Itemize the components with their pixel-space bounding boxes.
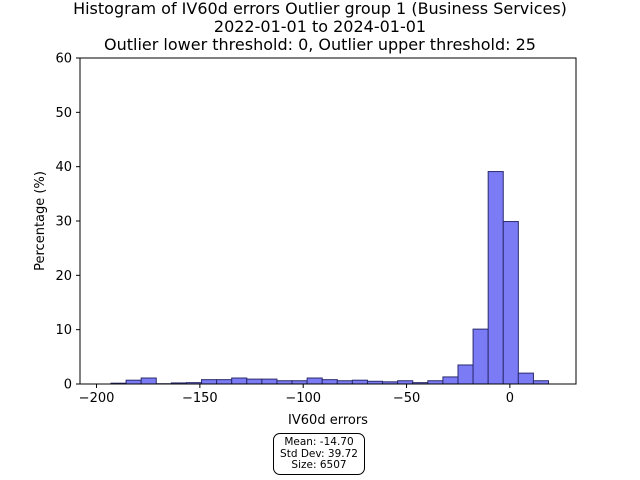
stats-mean: Mean: -14.70	[284, 436, 354, 448]
chart-title-line-1: Histogram of IV60d errors Outlier group …	[73, 0, 567, 18]
x-tick-label: −100	[285, 391, 321, 406]
chart-title-line-2: 2022-01-01 to 2024-01-01	[213, 17, 427, 36]
histogram-bar-1	[125, 379, 142, 385]
y-tick-label: 60	[55, 52, 72, 67]
stats-std-dev: Std Dev: 39.72	[280, 447, 358, 460]
y-tick-label: 40	[55, 160, 72, 175]
histogram-bar-27	[517, 372, 534, 385]
histogram-bars	[110, 171, 550, 385]
y-axis-label: Percentage (%)	[33, 171, 48, 271]
histogram-bar-24	[472, 328, 489, 385]
histogram-bar-23	[457, 364, 474, 385]
histogram-bar-26	[502, 221, 519, 385]
x-tick-label: −150	[182, 391, 218, 406]
histogram-bar-7	[216, 379, 233, 385]
stats-box: Mean: -14.70 Std Dev: 39.72 Size: 6507	[273, 433, 365, 475]
y-axis-ticks: 0 10 20 30 40 50 60	[55, 52, 80, 393]
y-tick-label: 10	[55, 323, 72, 338]
x-tick-label: −200	[79, 391, 115, 406]
histogram-bar-9	[246, 378, 263, 385]
y-tick-label: 30	[55, 215, 72, 230]
y-tick-label: 0	[64, 378, 72, 393]
histogram-bar-13	[306, 377, 323, 385]
chart-title-line-3: Outlier lower threshold: 0, Outlier uppe…	[104, 35, 536, 54]
histogram-bar-14	[321, 379, 338, 385]
histogram-bar-6	[201, 379, 218, 385]
x-tick-label: 0	[506, 391, 514, 406]
x-axis-ticks: −200 −150 −100 −50 0	[79, 384, 514, 406]
y-tick-label: 50	[55, 106, 72, 121]
x-tick-label: −50	[393, 391, 420, 406]
x-axis-label: IV60d errors	[288, 413, 368, 428]
histogram-bar-16	[351, 379, 368, 385]
y-tick-label: 20	[55, 269, 72, 284]
histogram-bar-2	[140, 377, 157, 385]
histogram-bar-22	[442, 376, 459, 385]
histogram-bar-8	[231, 377, 248, 385]
histogram-bar-10	[261, 378, 278, 385]
stats-size: Size: 6507	[291, 459, 347, 471]
histogram-bar-25	[487, 171, 504, 385]
